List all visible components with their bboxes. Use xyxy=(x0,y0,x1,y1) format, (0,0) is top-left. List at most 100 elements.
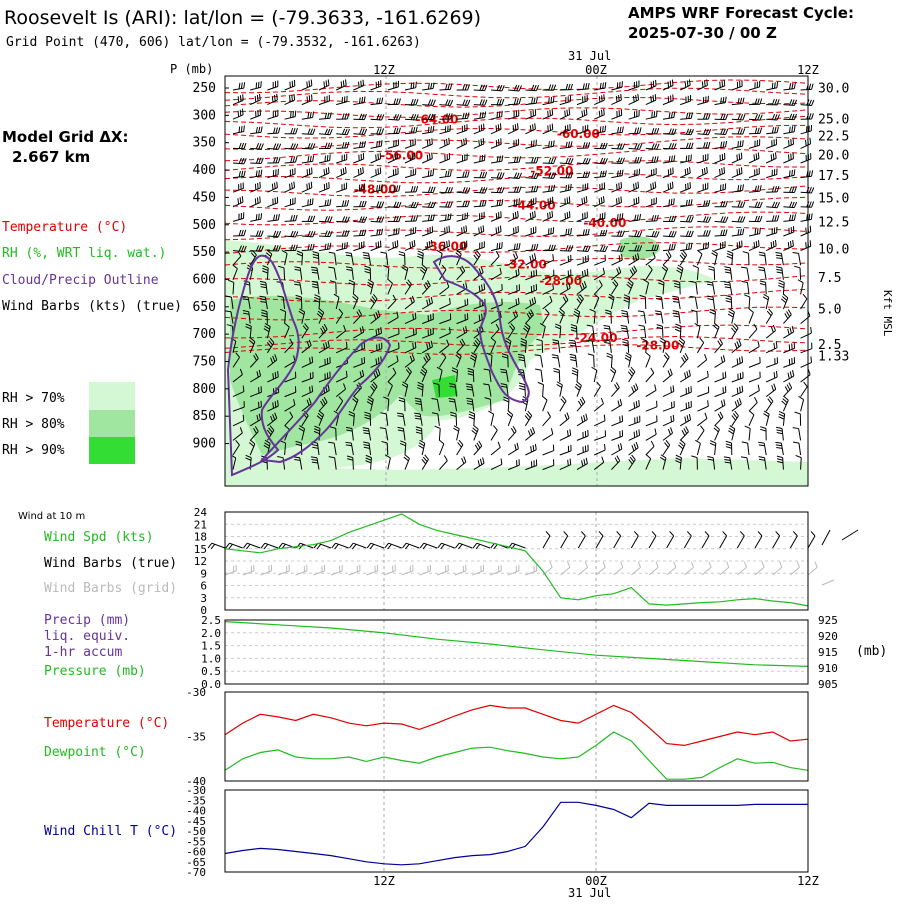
upper-wind-barb-flag xyxy=(497,172,499,178)
upper-wind-barb-flag xyxy=(583,230,584,236)
upper-wind-barb-flag xyxy=(758,240,759,246)
upper-wind-barb xyxy=(491,192,502,193)
upper-wind-barb-flag xyxy=(646,455,650,459)
upper-wind-barb-flag xyxy=(777,215,779,221)
upper-wind-barb-flag xyxy=(310,112,311,118)
upper-wind-barb xyxy=(371,235,382,236)
upper-wind-barb-flag xyxy=(756,241,757,247)
upper-wind-barb-flag xyxy=(704,129,706,135)
upper-wind-barb-flag xyxy=(754,242,755,248)
upper-wind-barb-flag xyxy=(622,213,623,219)
upper-wind-barb-flag xyxy=(673,299,679,300)
upper-wind-barb-flag xyxy=(755,114,757,120)
upper-wind-barb-flag xyxy=(261,213,262,219)
upper-wind-barb-flag xyxy=(551,141,552,147)
upper-wind-barb-flag xyxy=(760,281,766,283)
upper-wind-barb xyxy=(697,326,700,338)
surface-barb-grid xyxy=(720,567,729,575)
upper-wind-barb-flag xyxy=(774,372,775,378)
upper-wind-barb-flag xyxy=(536,97,537,103)
upper-wind-barb-flag xyxy=(382,229,383,235)
upper-wind-barb-flag xyxy=(345,167,346,173)
upper-wind-barb xyxy=(405,175,416,178)
upper-wind-barb xyxy=(422,89,433,90)
upper-wind-barb xyxy=(646,434,656,440)
upper-wind-barb xyxy=(491,144,501,148)
upper-wind-barb-flag xyxy=(622,342,628,344)
upper-wind-barb-flag xyxy=(500,226,501,232)
upper-wind-barb-flag xyxy=(603,325,609,326)
upper-wind-barb-flag xyxy=(687,415,688,421)
upper-wind-barb-flag xyxy=(291,128,293,134)
upper-wind-barb xyxy=(801,192,812,193)
upper-wind-barb-flag xyxy=(360,142,361,148)
upper-wind-barb-flag xyxy=(726,201,728,207)
wind-y-tick-label: 15 xyxy=(194,543,207,556)
surface-barb-true xyxy=(578,536,585,548)
upper-wind-barb-flag xyxy=(621,94,622,100)
upper-wind-barb-flag xyxy=(345,200,346,206)
upper-wind-barb-flag xyxy=(549,85,551,91)
upper-wind-barb xyxy=(559,370,560,382)
upper-wind-barb-flag xyxy=(710,312,716,314)
upper-wind-barb-flag xyxy=(738,114,740,120)
upper-wind-barb-flag xyxy=(416,82,417,88)
upper-wind-barb-flag xyxy=(620,399,621,405)
upper-wind-barb-flag xyxy=(675,324,681,326)
upper-wind-barb-flag xyxy=(682,430,685,435)
upper-wind-barb-flag xyxy=(775,215,777,221)
upper-wind-barb-flag xyxy=(724,167,725,173)
pressure-tick-label: 250 xyxy=(193,81,216,96)
upper-wind-barb-flag xyxy=(721,98,722,104)
upper-wind-barb xyxy=(353,235,364,236)
upper-wind-barb xyxy=(267,87,277,90)
upper-wind-barb xyxy=(543,400,547,411)
surface-barb-true-flag xyxy=(546,531,550,535)
upper-wind-barb-flag xyxy=(774,384,776,390)
upper-wind-barb-flag xyxy=(775,127,776,133)
wind-barbs-true-label: Wind Barbs (true) xyxy=(44,556,177,571)
upper-wind-barb-flag xyxy=(743,128,745,134)
upper-wind-barb-flag xyxy=(654,231,656,237)
upper-wind-barb-flag xyxy=(238,198,239,204)
upper-wind-barb-flag xyxy=(552,109,553,115)
upper-wind-barb-flag xyxy=(359,98,360,104)
upper-wind-barb-flag xyxy=(549,97,550,103)
upper-wind-barb xyxy=(732,378,743,382)
upper-wind-barb-flag xyxy=(657,231,659,237)
upper-wind-barb xyxy=(543,233,554,236)
upper-wind-barb-flag xyxy=(794,100,796,106)
upper-wind-barb xyxy=(799,253,801,265)
upper-wind-barb-flag xyxy=(244,158,246,164)
upper-wind-barb-flag xyxy=(360,129,362,135)
upper-wind-barb-flag xyxy=(651,441,654,446)
upper-wind-barb xyxy=(627,326,629,338)
surface-barb-true xyxy=(561,536,568,548)
upper-wind-barb-flag xyxy=(431,240,432,246)
upper-wind-barb-flag xyxy=(582,397,585,402)
upper-wind-barb xyxy=(629,422,640,426)
model-grid-value: 2.667 km xyxy=(12,148,90,166)
pressure-tick-label: 800 xyxy=(193,382,216,397)
precip-y-ticks: 0.00.51.01.52.02.5 xyxy=(201,614,221,691)
upper-wind-barb-flag xyxy=(394,99,396,105)
upper-wind-barb-flag xyxy=(723,141,724,147)
surface-barb-true-flag xyxy=(335,544,339,549)
upper-wind-barb-flag xyxy=(381,327,382,333)
upper-wind-barb-flag xyxy=(449,226,450,232)
upper-wind-barb-flag xyxy=(566,84,568,90)
upper-wind-barb-flag xyxy=(740,202,742,208)
upper-wind-barb-flag xyxy=(792,326,793,332)
upper-wind-barb xyxy=(474,247,485,250)
upper-wind-barb-flag xyxy=(669,156,670,162)
upper-wind-barb-flag xyxy=(637,157,639,163)
upper-wind-barb xyxy=(766,401,773,411)
upper-wind-barb-flag xyxy=(329,252,335,253)
wind-barbs-grid-label: Wind Barbs (grid) xyxy=(44,581,177,596)
upper-wind-barb xyxy=(491,217,501,221)
upper-wind-barb-flag xyxy=(500,99,502,105)
upper-wind-barb-flag xyxy=(463,171,465,177)
upper-wind-barb-flag xyxy=(749,309,754,313)
upper-wind-barb xyxy=(749,329,757,338)
